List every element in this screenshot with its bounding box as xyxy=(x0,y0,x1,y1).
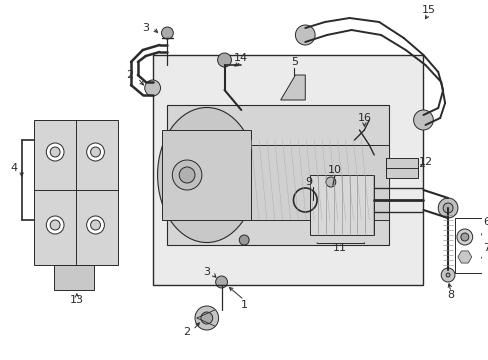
Bar xyxy=(162,130,251,220)
Text: 11: 11 xyxy=(332,243,346,253)
Bar xyxy=(34,120,118,265)
Text: 1: 1 xyxy=(240,300,247,310)
Text: 6: 6 xyxy=(482,217,488,227)
Circle shape xyxy=(239,235,249,245)
Ellipse shape xyxy=(157,108,256,243)
Circle shape xyxy=(90,147,100,157)
Circle shape xyxy=(195,306,218,330)
Circle shape xyxy=(445,273,449,277)
Polygon shape xyxy=(152,55,423,285)
Text: 9: 9 xyxy=(305,177,312,187)
Text: 3: 3 xyxy=(142,23,149,33)
Text: 16: 16 xyxy=(357,113,370,123)
Circle shape xyxy=(46,216,64,234)
Text: 8: 8 xyxy=(447,290,454,300)
Text: 7: 7 xyxy=(482,243,488,253)
Text: 13: 13 xyxy=(70,295,83,305)
Circle shape xyxy=(172,160,202,190)
Circle shape xyxy=(161,27,173,39)
Circle shape xyxy=(172,140,241,210)
Circle shape xyxy=(295,25,314,45)
Circle shape xyxy=(456,229,472,245)
Bar xyxy=(385,158,417,178)
Text: 3: 3 xyxy=(203,267,210,277)
Circle shape xyxy=(86,143,104,161)
Text: 15: 15 xyxy=(421,5,434,15)
Circle shape xyxy=(413,110,432,130)
Text: 5: 5 xyxy=(290,57,297,67)
Circle shape xyxy=(442,203,452,213)
Circle shape xyxy=(440,268,454,282)
Text: 2: 2 xyxy=(183,327,190,337)
Circle shape xyxy=(460,233,468,241)
Circle shape xyxy=(50,147,60,157)
Text: 12: 12 xyxy=(418,157,431,167)
Bar xyxy=(454,218,481,273)
Bar xyxy=(251,145,388,220)
Text: 4: 4 xyxy=(10,163,17,173)
Circle shape xyxy=(46,143,64,161)
Text: 2: 2 xyxy=(126,70,133,80)
Text: 14: 14 xyxy=(234,53,248,63)
Circle shape xyxy=(90,220,100,230)
Bar xyxy=(309,175,373,235)
Circle shape xyxy=(179,167,195,183)
Circle shape xyxy=(50,220,60,230)
Bar xyxy=(54,265,93,290)
Polygon shape xyxy=(167,105,388,245)
Circle shape xyxy=(217,53,231,67)
Text: 10: 10 xyxy=(327,165,341,175)
Polygon shape xyxy=(457,251,471,263)
Circle shape xyxy=(144,80,160,96)
Circle shape xyxy=(86,216,104,234)
Circle shape xyxy=(437,198,457,218)
Circle shape xyxy=(325,177,335,187)
Circle shape xyxy=(215,276,227,288)
Circle shape xyxy=(201,312,212,324)
Polygon shape xyxy=(280,75,305,100)
